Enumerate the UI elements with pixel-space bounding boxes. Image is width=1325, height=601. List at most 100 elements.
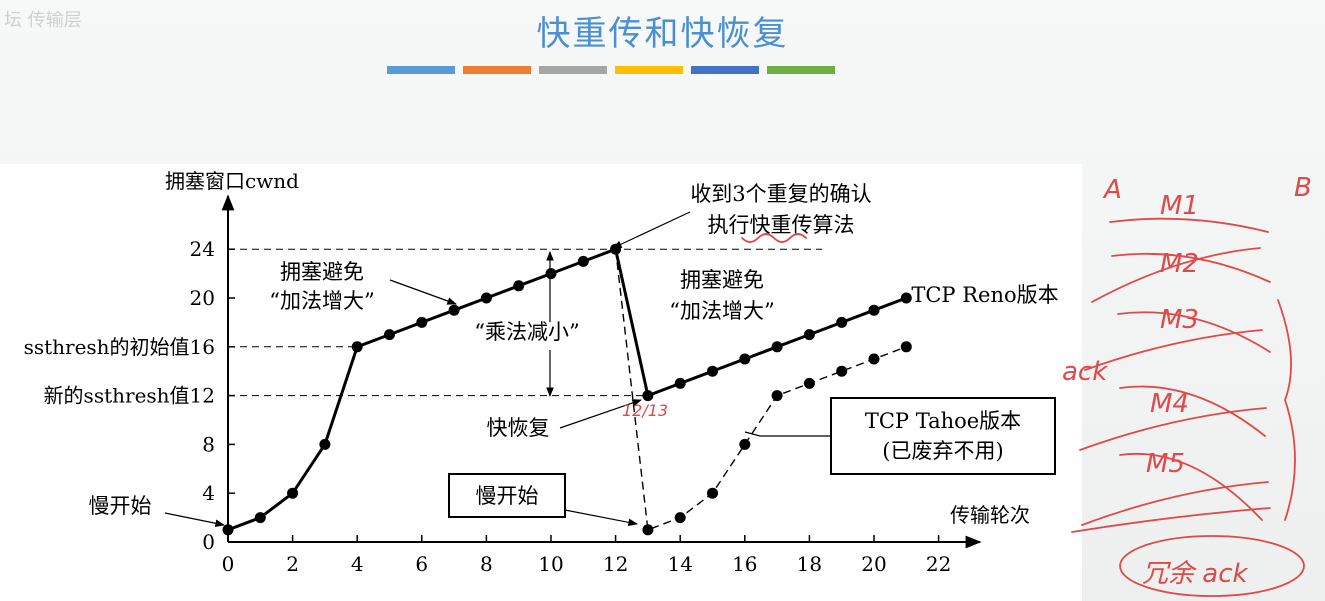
annot-arrow <box>164 512 225 528</box>
hw-send-arrow <box>1119 385 1266 437</box>
y-tick-label: 4 <box>202 481 215 505</box>
y-tick-label: 新的ssthresh值12 <box>44 384 215 408</box>
annot-arrow <box>564 509 638 527</box>
hw-send-arrow <box>1111 252 1271 283</box>
annot-md: “乘法减小” <box>474 320 579 344</box>
x-tick-label: 0 <box>222 552 235 576</box>
x-tick-label: 12 <box>603 552 628 576</box>
data-point <box>674 512 686 524</box>
data-point <box>577 255 589 267</box>
hw-a: A <box>1102 175 1122 205</box>
data-point <box>287 487 299 499</box>
x-tick-label: 6 <box>415 552 428 576</box>
hw-ack-arrow <box>1079 407 1267 451</box>
y-tick-label: 24 <box>190 237 215 261</box>
data-point <box>448 304 460 316</box>
y-tick-label: ssthresh的初始值16 <box>24 335 215 359</box>
data-point <box>771 341 783 353</box>
x-tick-label: 10 <box>538 552 563 576</box>
chart-panel <box>0 164 1082 601</box>
data-point <box>480 292 492 304</box>
x-tick-label: 20 <box>861 552 886 576</box>
hw-underline <box>741 233 807 243</box>
x-tick-label: 18 <box>797 552 822 576</box>
data-point <box>868 304 880 316</box>
title-color-bar <box>539 66 607 74</box>
data-point <box>674 377 686 389</box>
hw-ack: ack <box>1062 357 1108 387</box>
data-point <box>868 353 880 365</box>
annot-arrow <box>559 399 642 429</box>
title-color-bar <box>463 66 531 74</box>
annot-ca-1: 拥塞避免 <box>280 260 364 284</box>
x-tick-label: 4 <box>351 552 364 576</box>
title-color-bar <box>387 66 455 74</box>
data-point <box>900 341 912 353</box>
hw-m1: M1 <box>1160 191 1199 221</box>
y-tick-label: 8 <box>202 432 215 456</box>
data-point <box>900 292 912 304</box>
data-point <box>836 365 848 377</box>
data-point <box>836 316 848 328</box>
title-color-bar <box>767 66 835 74</box>
data-point <box>739 353 751 365</box>
x-axis-title: 传输轮次 <box>950 503 1030 527</box>
x-tick-label: 16 <box>732 552 757 576</box>
hw-ack-arrow <box>1084 329 1263 371</box>
hw-circle <box>1119 535 1305 597</box>
tahoe-line <box>614 249 907 531</box>
hw-ack-arrow <box>1091 247 1261 303</box>
hw-m5: M5 <box>1146 449 1185 479</box>
data-point <box>707 487 718 499</box>
data-point <box>416 316 428 328</box>
tahoe-label: TCP Tahoe版本 <box>865 409 1021 433</box>
annot-slow-start-2: 慢开始 <box>476 484 539 508</box>
annot-slow-start: 慢开始 <box>89 494 152 518</box>
tahoe-box <box>830 397 1056 475</box>
data-point <box>351 341 363 353</box>
annot-ca-2-sub: “加法增大” <box>669 299 774 323</box>
data-point <box>222 524 234 536</box>
watermark: 坛 传输层 <box>4 10 82 31</box>
data-point <box>739 438 751 450</box>
hw-ack-arrow <box>1081 481 1269 526</box>
data-point <box>384 329 395 341</box>
annot-arrow <box>389 279 457 305</box>
tahoe-sub: (已废弃不用) <box>882 439 1003 463</box>
hw-ack-arrow <box>1071 507 1271 533</box>
data-point <box>642 390 654 402</box>
title-color-bar <box>691 66 759 74</box>
x-tick-label: 14 <box>667 552 692 576</box>
hw-m4: M4 <box>1150 389 1189 419</box>
hw-m3: M3 <box>1160 305 1199 335</box>
y-tick-label: 0 <box>202 530 215 554</box>
hw-bracket <box>1277 299 1296 521</box>
data-point <box>803 329 815 341</box>
annot-fast-retransmit: 执行快重传算法 <box>708 213 855 237</box>
x-tick-label: 22 <box>926 552 951 576</box>
annot-ca-2: 拥塞避免 <box>680 268 764 292</box>
slide-title: 快重传和快恢复 <box>536 14 789 54</box>
hw-send-arrow <box>1109 217 1269 233</box>
annot-fast-recovery: 快恢复 <box>487 416 550 440</box>
slow-start-box <box>448 473 566 518</box>
x-tick-label: 2 <box>286 552 299 576</box>
data-point <box>545 268 557 280</box>
tahoe-pointer <box>744 431 831 437</box>
data-point <box>642 524 654 536</box>
data-point <box>771 390 783 402</box>
hw-note-12: 12/13 <box>622 401 668 420</box>
reno-line <box>227 247 907 532</box>
hw-send-arrow <box>1117 311 1271 353</box>
hw-b: B <box>1294 173 1312 203</box>
annot-arrow <box>612 211 691 249</box>
hw-send-arrow <box>1119 453 1263 521</box>
title-color-bar <box>615 66 683 74</box>
annot-dup-ack: 收到3个重复的确认 <box>690 182 871 206</box>
x-tick-label: 8 <box>480 552 493 576</box>
y-axis-title: 拥塞窗口cwnd <box>165 169 299 193</box>
data-point <box>319 438 331 450</box>
reno-label: TCP Reno版本 <box>911 283 1058 307</box>
y-tick-label: 20 <box>190 286 215 310</box>
